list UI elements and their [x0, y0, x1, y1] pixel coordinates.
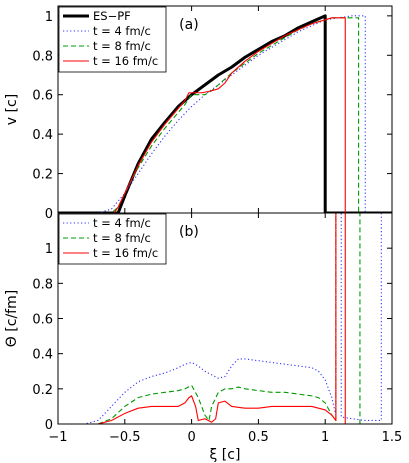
x-tick-label: 1	[321, 430, 329, 445]
x-tick-label: 0.5	[248, 430, 269, 445]
legend-b: t = 4 fm/ct = 8 fm/ct = 16 fm/c	[58, 213, 167, 265]
panel-b: 0 0.2 0.4 0.6 0.8 1 −1 −0.5 0 0.5 1 1.5 Θ [c/fm] ξ [c…	[4, 212, 403, 463]
y-tick-label: 0.4	[32, 348, 53, 363]
y-tick-label: 0.8	[32, 49, 53, 64]
panel-label: (a)	[179, 17, 199, 33]
y-axis-label: v [c]	[4, 94, 20, 125]
legend-label: t = 16 fm/c	[93, 54, 158, 68]
panel-a: 00.20.40.60.81v [c](a)ES−PFt = 4 fm/ct =…	[4, 5, 393, 222]
y-tick-label: 0	[45, 418, 53, 433]
legend-a: ES−PFt = 4 fm/ct = 8 fm/ct = 16 fm/c	[58, 6, 167, 73]
legend-label: t = 8 fm/c	[93, 39, 151, 53]
series-line-a-0	[58, 14, 392, 213]
y-tick-label: 0.4	[32, 128, 53, 143]
plot-area-a	[58, 14, 392, 213]
series-line-b-0	[58, 213, 382, 424]
x-tick-label: 1.5	[382, 430, 403, 445]
x-tick-label: −1	[48, 430, 67, 445]
legend-label: t = 16 fm/c	[93, 246, 158, 260]
legend-label: ES−PF	[93, 9, 131, 23]
y-tick-label: 0.8	[32, 277, 53, 292]
series-line-a-3	[58, 17, 392, 213]
legend-label: t = 4 fm/c	[93, 24, 151, 38]
y-tick-label: 0.6	[32, 89, 53, 104]
series-line-b-1	[58, 213, 392, 424]
y-tick-label: 1	[45, 242, 53, 257]
y-tick-label: 0.2	[32, 383, 53, 398]
x-axis-label: ξ [c]	[210, 447, 241, 463]
legend-box	[58, 213, 167, 265]
y-tick-label: 0.6	[32, 313, 53, 328]
y-tick-label: 1	[45, 10, 53, 25]
panel-label: (b)	[179, 224, 199, 240]
series-line-b-2	[58, 213, 392, 424]
legend-label: t = 4 fm/c	[93, 216, 151, 230]
x-tick-label: 0	[187, 430, 195, 445]
legend-label: t = 8 fm/c	[93, 231, 151, 245]
y-tick-label: 0.2	[32, 168, 53, 183]
y-axis-label: Θ [c/fm]	[4, 290, 20, 347]
x-tick-label: −0.5	[109, 430, 141, 445]
y-tick-label: 0	[45, 207, 53, 222]
plot-area-b	[58, 213, 392, 424]
